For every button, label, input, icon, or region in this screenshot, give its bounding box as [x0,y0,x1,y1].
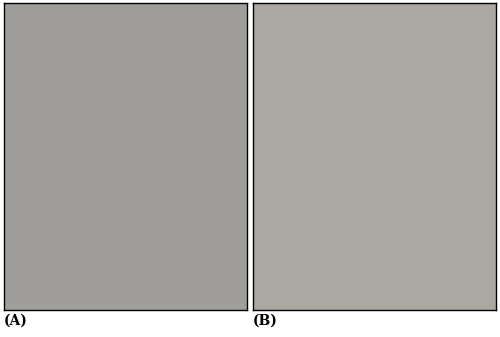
Text: (A): (A) [4,313,28,328]
Text: (B): (B) [253,313,278,328]
